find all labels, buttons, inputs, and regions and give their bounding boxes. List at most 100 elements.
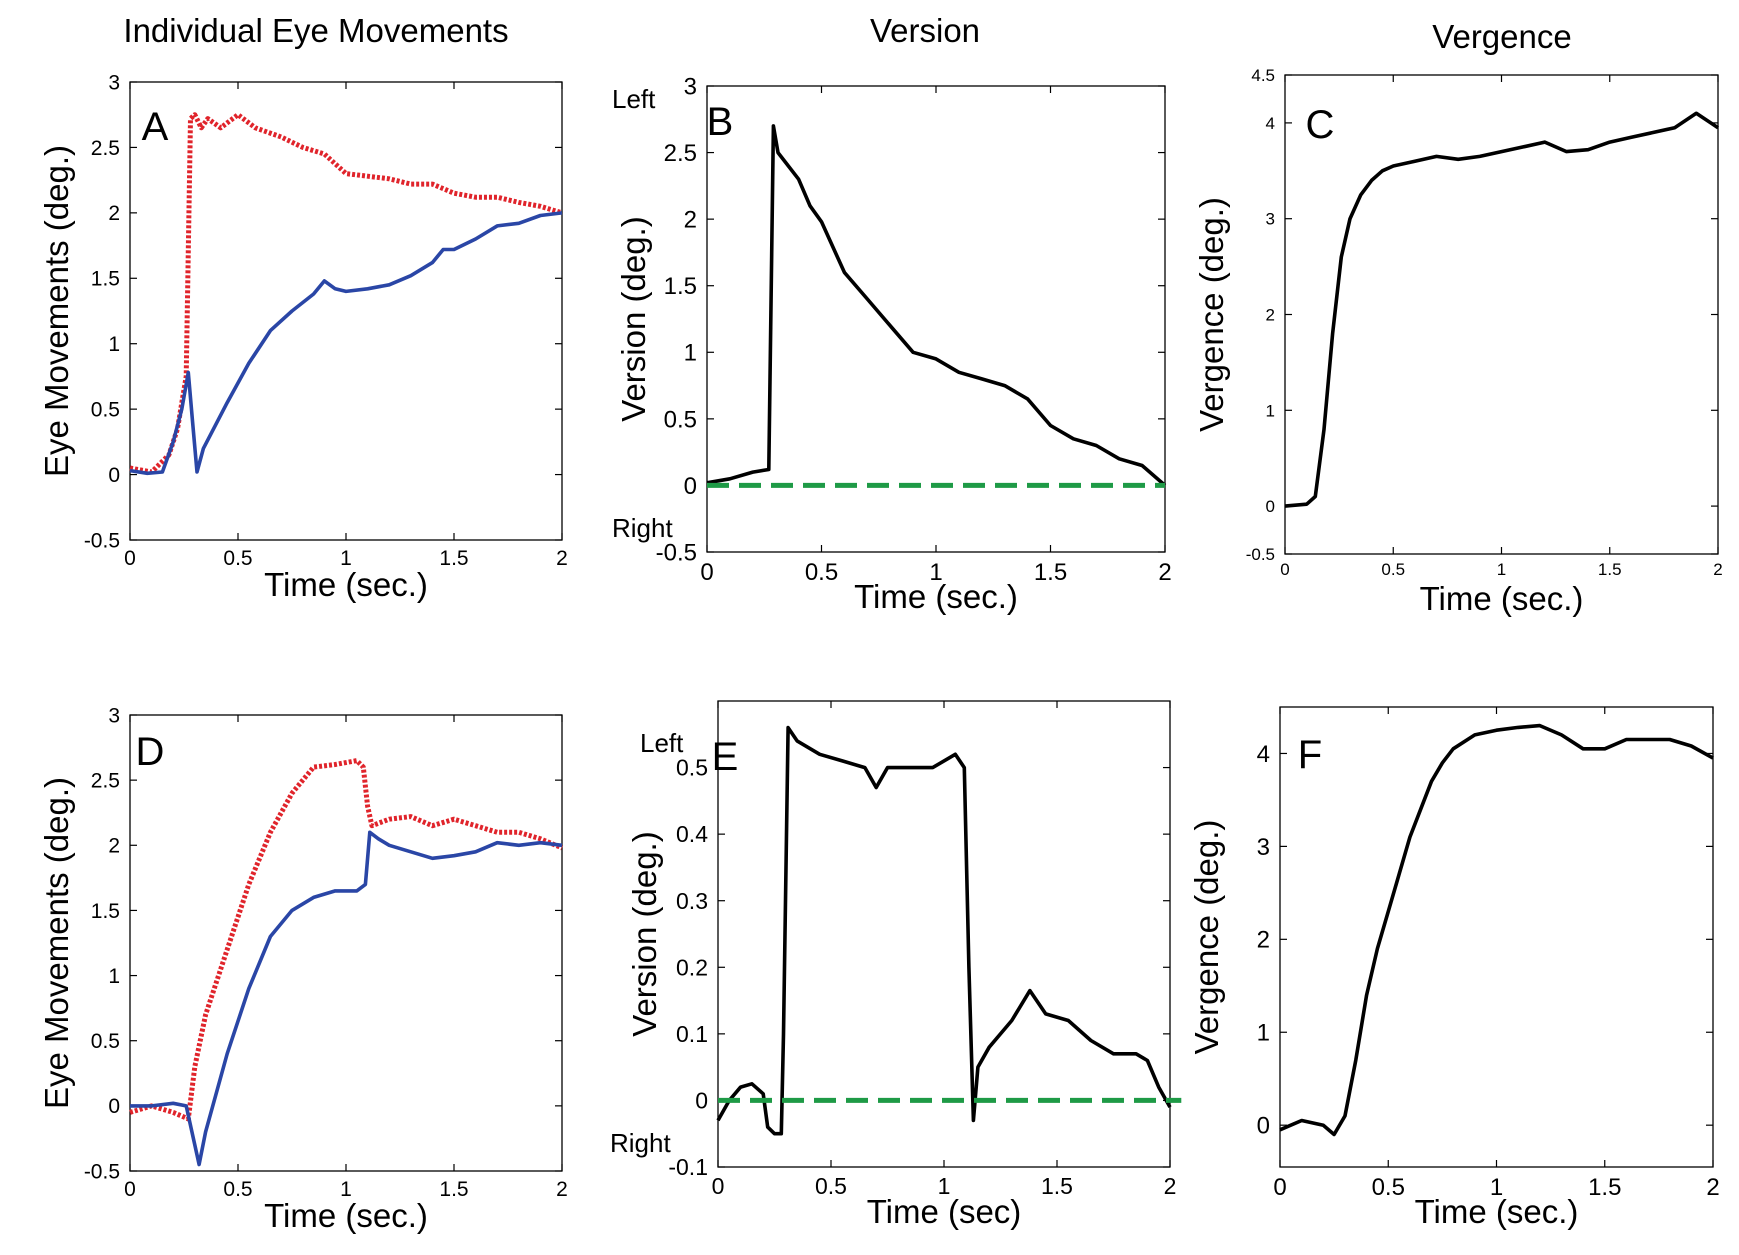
y-tick-label-b-2: 0.5: [664, 406, 697, 433]
x-tick-label-c-4: 2: [1713, 560, 1722, 579]
x-tick-label-b-2: 1: [929, 559, 942, 586]
y-axis-label-b: Version (deg.): [615, 216, 652, 421]
panel-letter-c: C: [1306, 103, 1335, 147]
x-tick-label-a-4: 2: [556, 547, 568, 570]
y-tick-label-a-7: 3: [108, 71, 120, 94]
y-tick-label-e-1: 0: [695, 1087, 708, 1113]
x-tick-label-e-1: 0.5: [815, 1173, 847, 1199]
x-tick-label-f-3: 1.5: [1588, 1174, 1621, 1201]
y-tick-label-a-3: 1: [108, 333, 120, 356]
x-tick-label-d-3: 1.5: [439, 1178, 468, 1201]
axes-box-b: [706, 85, 1166, 553]
x-axis-label-c: Time (sec.): [1420, 580, 1584, 617]
x-axis-label-e: Time (sec): [867, 1193, 1022, 1230]
y-tick-label-b-0: -0.5: [656, 539, 697, 566]
x-tick-label-d-1: 0.5: [223, 1178, 252, 1201]
x-tick-label-d-0: 0: [124, 1178, 136, 1201]
y-tick-label-e-0: -0.1: [668, 1154, 708, 1180]
series-line-d-right-eye: [130, 830, 563, 1167]
x-tick-label-c-2: 1: [1497, 560, 1506, 579]
y-tick-label-d-1: 0: [108, 1095, 120, 1118]
column-title-version: Version: [869, 12, 981, 49]
x-tick-label-a-1: 0.5: [223, 547, 252, 570]
axes-box-f: [1279, 706, 1714, 1168]
y-tick-label-c-2: 1: [1266, 401, 1275, 420]
y-tick-label-a-0: -0.5: [84, 529, 120, 552]
panel-letter-f: F: [1298, 733, 1322, 777]
y-tick-label-f-2: 2: [1257, 927, 1270, 954]
y-tick-label-b-4: 1.5: [664, 273, 697, 300]
x-tick-label-e-2: 1: [938, 1173, 951, 1199]
y-axis-label-d: Eye Movements (deg.): [38, 777, 75, 1109]
panel-letter-e: E: [712, 735, 739, 779]
y-tick-label-a-2: 0.5: [91, 398, 120, 421]
x-tick-label-a-0: 0: [124, 547, 136, 570]
x-tick-label-f-1: 0.5: [1372, 1174, 1405, 1201]
y-axis-label-a: Eye Movements (deg.): [38, 145, 75, 477]
panel-letter-d: D: [136, 730, 165, 774]
x-tick-label-f-2: 1: [1490, 1174, 1503, 1201]
y-tick-label-b-7: 3: [684, 73, 697, 100]
x-axis-label-b: Time (sec.): [854, 578, 1018, 615]
annotation-left-b: Left: [612, 84, 656, 114]
y-tick-label-a-4: 1.5: [91, 268, 120, 291]
column-title-individual: Individual Eye Movements: [123, 12, 509, 49]
chart-panel-f: 0 0.5 1 1.5 2 0 1 2 3 4 Time (sec.) Vergence (deg.)…: [1188, 706, 1720, 1230]
column-title-vergence: Vergence: [1432, 18, 1572, 55]
x-axis-label-f: Time (sec.): [1415, 1193, 1579, 1230]
x-axis-label-a: Time (sec.): [264, 566, 428, 603]
y-tick-label-a-6: 2.5: [91, 137, 120, 160]
y-tick-label-b-5: 2: [684, 207, 697, 234]
x-tick-label-c-0: 0: [1280, 560, 1289, 579]
x-tick-label-c-3: 1.5: [1598, 560, 1622, 579]
x-tick-label-b-1: 0.5: [805, 559, 838, 586]
y-tick-label-d-2: 0.5: [91, 1030, 120, 1053]
y-tick-label-e-2: 0.1: [676, 1021, 708, 1047]
y-tick-label-c-4: 3: [1266, 210, 1275, 229]
y-axis-label-e: Version (deg.): [626, 831, 663, 1036]
annotation-left-e: Left: [640, 728, 684, 758]
axes-box-a: [129, 81, 563, 541]
series-line-b-version: [706, 124, 1167, 487]
x-tick-label-d-2: 1: [340, 1178, 352, 1201]
y-axis-label-f: Vergence (deg.): [1188, 820, 1225, 1055]
y-tick-label-f-0: 0: [1257, 1113, 1270, 1140]
y-tick-label-f-3: 3: [1257, 834, 1270, 861]
x-tick-label-b-3: 1.5: [1034, 559, 1067, 586]
y-tick-label-a-5: 2: [108, 202, 120, 225]
axes-box-c: [1284, 74, 1719, 555]
x-axis-label-d: Time (sec.): [264, 1197, 428, 1234]
y-tick-label-a-1: 0: [108, 464, 120, 487]
y-tick-label-d-4: 1.5: [91, 900, 120, 923]
x-tick-label-d-4: 2: [556, 1178, 568, 1201]
y-tick-label-d-0: -0.5: [84, 1160, 120, 1183]
y-tick-label-b-6: 2.5: [664, 140, 697, 167]
series-line-f-vergence: [1279, 723, 1714, 1137]
y-tick-label-c-6: 4.5: [1251, 66, 1275, 85]
y-tick-label-c-1: 0: [1266, 497, 1275, 516]
panel-letter-b: B: [707, 100, 734, 144]
x-tick-label-f-4: 2: [1706, 1174, 1719, 1201]
y-tick-label-b-3: 1: [684, 340, 697, 367]
annotation-right-b: Right: [612, 513, 673, 543]
y-tick-label-e-4: 0.3: [676, 888, 708, 914]
y-tick-label-c-5: 4: [1266, 114, 1275, 133]
y-tick-label-c-0: -0.5: [1246, 545, 1275, 564]
y-tick-label-f-1: 1: [1257, 1020, 1270, 1047]
y-tick-label-e-5: 0.4: [676, 821, 708, 847]
y-tick-label-d-6: 2.5: [91, 769, 120, 792]
x-tick-label-a-2: 1: [340, 547, 352, 570]
x-tick-label-b-0: 0: [700, 559, 713, 586]
series-line-a-right-eye: [129, 211, 563, 476]
y-tick-label-f-4: 4: [1257, 741, 1270, 768]
chart-panel-c: 0 0.5 1 1.5 2 -0.5 0 1 2 3 4 4.5 Time (sec.) Vergence…: [1193, 66, 1723, 617]
axes-box-d: [129, 714, 563, 1172]
series-line-a-left-eye: [129, 112, 563, 475]
x-tick-label-b-4: 2: [1158, 559, 1171, 586]
series-line-e-version: [716, 725, 1172, 1136]
